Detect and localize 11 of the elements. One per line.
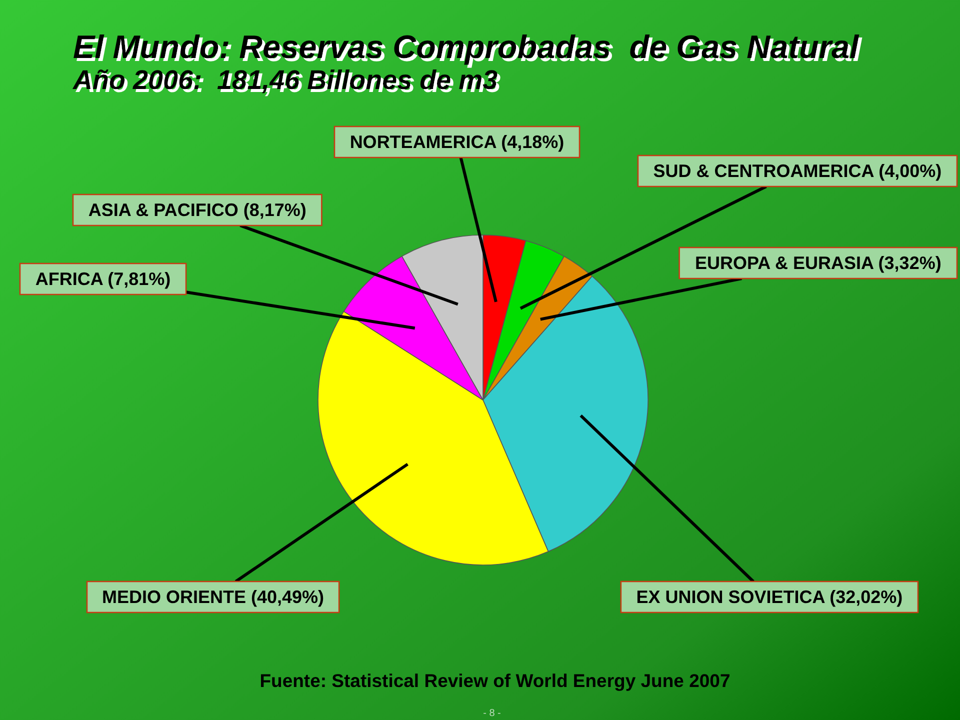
slice-label: EX UNION SOVIETICA (32,02%) bbox=[636, 587, 903, 607]
chart-title: El Mundo: Reservas Comprobadas de Gas Natural bbox=[73, 29, 860, 65]
slice-label: NORTEAMERICA (4,18%) bbox=[350, 132, 564, 152]
slice-label: ASIA & PACIFICO (8,17%) bbox=[88, 200, 306, 220]
slice-label: EUROPA & EURASIA (3,32%) bbox=[694, 253, 942, 273]
slice-label: AFRICA (7,81%) bbox=[35, 269, 171, 289]
slice-label: MEDIO ORIENTE (40,49%) bbox=[102, 587, 324, 607]
source-note: Fuente: Statistical Review of World Energy June 2007 bbox=[260, 670, 730, 691]
chart-subtitle: Año 2006: 181,46 Billones de m3 bbox=[72, 65, 498, 95]
text: - 8 - bbox=[483, 708, 501, 719]
slice-label: SUD & CENTROAMERICA (4,00%) bbox=[653, 161, 942, 181]
